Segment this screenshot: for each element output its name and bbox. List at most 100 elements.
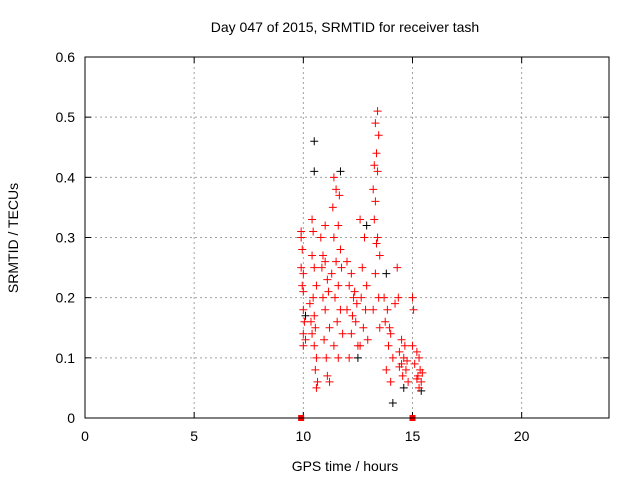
data-point-primary <box>381 317 390 326</box>
data-point-primary <box>356 215 365 224</box>
data-point-primary <box>322 353 331 362</box>
data-point-primary <box>318 251 327 260</box>
data-point-primary <box>410 359 419 368</box>
data-point-secondary <box>310 137 319 146</box>
data-point-primary <box>412 374 421 383</box>
data-point-primary <box>375 323 384 332</box>
y-tick-label: 0.2 <box>56 290 76 306</box>
data-point-primary <box>371 197 380 206</box>
data-point-primary <box>310 263 319 272</box>
data-point-primary <box>308 215 317 224</box>
data-point-primary <box>325 377 334 386</box>
data-point-primary <box>334 281 343 290</box>
data-point-primary <box>373 233 382 242</box>
data-point-primary <box>306 317 315 326</box>
data-point-primary <box>349 293 358 302</box>
data-point-primary <box>409 305 418 314</box>
data-point-primary <box>408 341 417 350</box>
data-point-secondary <box>301 311 310 320</box>
data-point-primary <box>360 233 369 242</box>
data-point-primary <box>384 341 393 350</box>
data-point-secondary <box>336 167 345 176</box>
data-point-primary <box>343 257 351 266</box>
data-point-primary <box>334 221 343 230</box>
data-point-primary <box>397 335 406 344</box>
data-point-primary <box>336 245 345 254</box>
data-point-secondary <box>310 167 319 176</box>
data-point-primary <box>311 323 320 332</box>
data-point-primary <box>332 185 341 194</box>
data-point-primary <box>373 167 382 176</box>
data-point-primary <box>386 377 395 386</box>
data-point-primary <box>298 245 307 254</box>
data-point-primary <box>347 269 356 278</box>
data-point-primary <box>327 269 336 278</box>
data-point-primary <box>383 305 392 314</box>
data-point-primary <box>338 329 347 338</box>
data-point-primary <box>358 263 367 272</box>
data-point-primary <box>317 263 326 272</box>
data-point-primary <box>299 305 308 314</box>
data-point-primary <box>371 119 380 128</box>
data-point-primary <box>337 263 346 272</box>
plot-frame <box>84 56 610 419</box>
data-point-primary <box>417 377 426 386</box>
data-point-secondary <box>382 269 391 278</box>
data-point-primary <box>372 149 381 158</box>
data-point-secondary <box>399 383 408 392</box>
data-point-primary <box>345 353 354 362</box>
data-point-primary <box>305 299 314 308</box>
data-point-primary <box>321 221 330 230</box>
data-point-primary <box>415 353 424 362</box>
data-point-primary <box>310 341 319 350</box>
x-tick-label: 0 <box>81 428 89 444</box>
y-tick-label: 0.4 <box>56 169 76 185</box>
data-point-primary <box>369 305 378 314</box>
data-point-primary <box>297 233 306 242</box>
data-point-secondary <box>388 398 397 407</box>
y-tick-label: 0.6 <box>56 49 76 65</box>
data-point-primary <box>408 293 417 302</box>
data-point-primary <box>329 341 338 350</box>
data-point-primary <box>386 329 395 338</box>
data-point-primary <box>371 269 380 278</box>
data-point-primary <box>395 362 404 371</box>
data-point-primary <box>348 311 357 320</box>
data-point-primary <box>301 335 310 344</box>
data-point-primary <box>400 341 409 350</box>
data-point-primary <box>394 293 403 302</box>
y-tick-label: 0 <box>67 410 75 426</box>
data-point-primary <box>332 257 341 266</box>
y-tick-label: 0.5 <box>56 109 76 125</box>
data-point-primary <box>297 263 306 272</box>
data-point-primary <box>363 335 372 344</box>
data-point-primary <box>380 293 389 302</box>
data-point-primary <box>313 377 322 386</box>
data-point-primary <box>318 293 327 302</box>
y-axis-label: SRMTID / TECUs <box>5 183 21 293</box>
data-point-primary <box>323 275 332 284</box>
data-point-primary <box>403 356 412 365</box>
data-point-primary <box>311 365 320 374</box>
data-point-primary <box>370 215 379 224</box>
data-point-primary <box>335 191 344 200</box>
data-point-primary <box>415 383 424 392</box>
data-point-primary <box>351 317 360 326</box>
x-tick-label: 5 <box>190 428 198 444</box>
data-point-primary <box>321 257 330 266</box>
x-tick-label: 20 <box>514 428 530 444</box>
data-point-primary <box>328 203 337 212</box>
data-point-primary <box>391 299 400 308</box>
data-point-primary <box>373 107 382 116</box>
data-point-primary <box>388 353 397 362</box>
data-point-primary <box>299 341 308 350</box>
data-point-secondary <box>353 353 362 362</box>
data-point-primary <box>343 305 351 314</box>
data-point-primary <box>320 335 329 344</box>
data-point-primary <box>330 293 339 302</box>
data-point-primary <box>329 233 338 242</box>
data-point-primary <box>352 299 361 308</box>
data-point-primary <box>350 287 359 296</box>
data-point-primary <box>357 293 366 302</box>
data-point-primary <box>310 311 319 320</box>
